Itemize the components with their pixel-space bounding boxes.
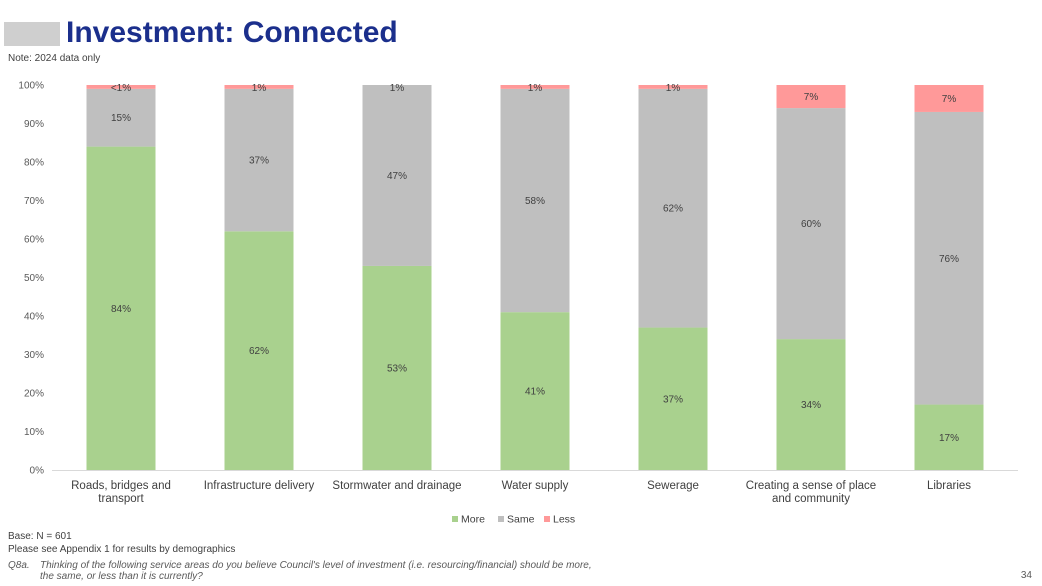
bar-more: [86, 146, 156, 470]
data-label-less: 7%: [942, 94, 957, 105]
category-label: Infrastructure delivery: [204, 480, 315, 492]
category-label: transport: [98, 493, 144, 505]
bar-same: [500, 88, 570, 313]
data-label-same: 76%: [939, 254, 959, 265]
data-label-less: 1%: [666, 83, 681, 94]
bar-less: [224, 85, 294, 89]
y-tick-label: 30%: [24, 350, 44, 361]
y-tick-label: 20%: [24, 389, 44, 400]
legend-label-more: More: [461, 514, 485, 526]
bar-same: [776, 108, 846, 340]
data-label-same: 37%: [249, 156, 269, 167]
data-label-less: <1%: [111, 83, 131, 94]
y-tick-label: 50%: [24, 273, 44, 284]
bar-same: [224, 88, 294, 232]
legend-label-less: Less: [553, 514, 575, 526]
legend-swatch-same: [498, 516, 504, 522]
y-tick-label: 100%: [18, 81, 44, 92]
y-tick-label: 10%: [24, 427, 44, 438]
question-line-1: Thinking of the following service areas …: [40, 560, 592, 571]
data-label-more: 41%: [525, 387, 545, 398]
data-label-more: 62%: [249, 346, 269, 357]
bar-more: [914, 404, 984, 470]
data-label-less: 7%: [804, 92, 819, 103]
y-tick-label: 70%: [24, 196, 44, 207]
category-label: Water supply: [502, 480, 569, 492]
bar-same: [914, 111, 984, 405]
bar-less: [500, 85, 570, 89]
data-label-more: 53%: [387, 363, 407, 374]
legend-label-same: Same: [507, 514, 535, 526]
data-label-same: 62%: [663, 204, 683, 215]
data-label-more: 37%: [663, 394, 683, 405]
bar-same: [362, 85, 432, 266]
legend-swatch-more: [452, 516, 458, 522]
data-label-less: 1%: [390, 83, 405, 94]
page-title: Investment: Connected: [66, 16, 398, 49]
y-tick-label: 40%: [24, 312, 44, 323]
title-accent-bar: [4, 22, 60, 46]
data-label-same: 58%: [525, 196, 545, 207]
data-note: Note: 2024 data only: [8, 53, 101, 64]
bar-less: [776, 85, 846, 109]
bar-more: [362, 265, 432, 470]
bar-same: [86, 88, 156, 147]
bar-more: [500, 312, 570, 470]
question-line-2: the same, or less than it is currently?: [40, 571, 203, 582]
category-label: and community: [772, 493, 850, 505]
category-label: Libraries: [927, 480, 971, 492]
base-note: Base: N = 601: [8, 531, 72, 542]
y-tick-label: 0%: [30, 466, 45, 477]
bar-less: [638, 85, 708, 89]
data-label-same: 60%: [801, 219, 821, 230]
data-label-more: 84%: [111, 304, 131, 315]
data-label-less: 1%: [528, 83, 543, 94]
category-label: Stormwater and drainage: [332, 480, 461, 492]
y-tick-label: 60%: [24, 235, 44, 246]
question-id: Q8a.: [8, 560, 30, 571]
y-tick-label: 80%: [24, 158, 44, 169]
bar-more: [224, 231, 294, 470]
appendix-note: Please see Appendix 1 for results by dem…: [8, 544, 236, 555]
data-label-same: 47%: [387, 171, 407, 182]
bar-more: [776, 339, 846, 470]
legend-swatch-less: [544, 516, 550, 522]
data-label-same: 15%: [111, 113, 131, 124]
category-label: Roads, bridges and: [71, 480, 171, 492]
bar-less: [914, 85, 984, 112]
category-label: Sewerage: [647, 480, 699, 492]
y-tick-label: 90%: [24, 119, 44, 130]
data-label-less: 1%: [252, 83, 267, 94]
question-text: Q8a. Thinking of the following service ar…: [8, 560, 592, 582]
bar-same: [638, 88, 708, 328]
data-label-more: 17%: [939, 433, 959, 444]
bar-more: [638, 327, 708, 470]
bar-less: [86, 85, 156, 89]
page-number: 34: [1020, 570, 1032, 581]
category-label: Creating a sense of place: [746, 480, 876, 492]
data-label-more: 34%: [801, 400, 821, 411]
